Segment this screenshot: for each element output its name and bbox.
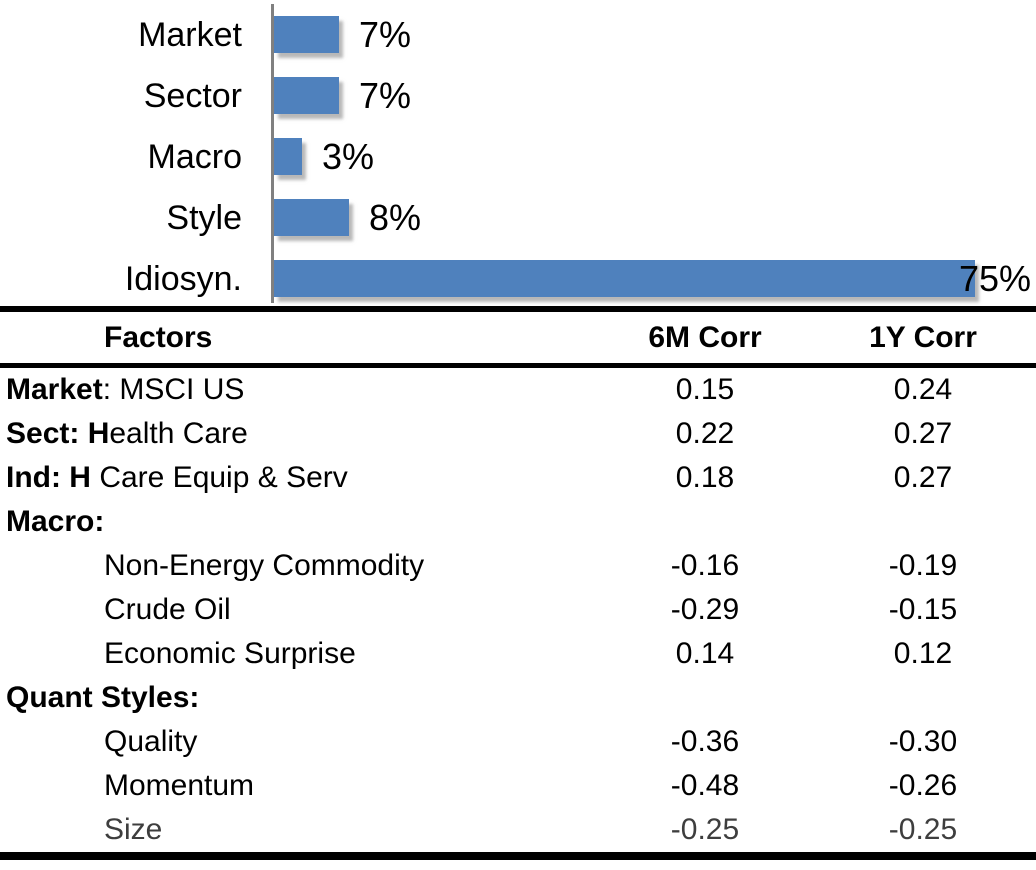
chart-bar [274, 16, 339, 53]
factor-label-regular-part: Momentum [104, 769, 255, 802]
table-header-row: Factors 6M Corr 1Y Corr [0, 312, 1036, 363]
chart-y-axis-line [271, 4, 274, 303]
chart-rows: Market 7% Sector 7% Macro 3% Style 8% Id… [0, 4, 1036, 309]
factor-label-cell: Ind: H Care Equip & Serv [0, 461, 600, 495]
corr-6m-cell: -0.29 [670, 593, 740, 626]
table-bottom-rule [0, 852, 1036, 860]
chart-value-label: 75% [959, 257, 1032, 299]
table-row: Non-Energy Commodity -0.16 -0.19 [0, 544, 1036, 588]
chart-category-label: Idiosyn. [124, 259, 242, 298]
chart-category-label: Market [138, 15, 242, 54]
chart-bar-row: Idiosyn. 75% [0, 248, 1036, 309]
corr-1y-cell: 0.27 [893, 461, 953, 494]
factor-contribution-bar-chart: Market 7% Sector 7% Macro 3% Style 8% Id… [0, 0, 1036, 306]
factor-label-bold-part: Quant Styles: [6, 681, 200, 714]
factor-label-cell: Crude Oil [0, 593, 600, 627]
factor-label-bold-part: Macro: [6, 505, 105, 538]
factor-label-bold-part: Ind: H [6, 461, 91, 494]
table-row: Economic Surprise 0.14 0.12 [0, 632, 1036, 676]
factor-label-cell: Economic Surprise [0, 637, 600, 671]
factor-label-cell: Quality [0, 725, 600, 759]
chart-category-label: Sector [143, 76, 242, 115]
factor-label-regular-part: : MSCI US [102, 373, 245, 406]
corr-6m-cell: 0.15 [675, 373, 735, 406]
chart-bar [274, 260, 975, 297]
chart-bar-row: Market 7% [0, 4, 1036, 65]
factor-label-cell: Market: MSCI US [0, 373, 600, 407]
table-row: Macro: [0, 500, 1036, 544]
corr-1y-cell: 0.12 [893, 637, 953, 670]
column-header-factors: Factors [104, 320, 213, 354]
corr-1y-cell: -0.15 [888, 593, 958, 626]
corr-1y-cell: -0.25 [888, 813, 958, 846]
factor-label-regular-part: Size [104, 813, 163, 846]
factor-label-regular-part: Quality [104, 725, 198, 758]
corr-1y-cell: -0.26 [888, 769, 958, 802]
factor-label-cell: Quant Styles: [0, 681, 600, 715]
chart-value-label: 7% [359, 13, 412, 55]
table-row: Quant Styles: [0, 676, 1036, 720]
chart-bar [274, 199, 349, 236]
chart-bar [274, 77, 339, 114]
factor-label-regular-part: ealth Care [109, 417, 248, 450]
corr-6m-cell: 0.22 [675, 417, 735, 450]
chart-bar-row: Macro 3% [0, 126, 1036, 187]
factor-label-cell: Macro: [0, 505, 600, 539]
table-row: Market: MSCI US 0.15 0.24 [0, 368, 1036, 412]
factor-label-cell: Non-Energy Commodity [0, 549, 600, 583]
chart-bar [274, 138, 302, 175]
corr-1y-cell: -0.30 [888, 725, 958, 758]
chart-bar-row: Style 8% [0, 187, 1036, 248]
table-row: Quality -0.36 -0.30 [0, 720, 1036, 764]
corr-1y-cell: 0.27 [893, 417, 953, 450]
chart-category-label: Style [166, 198, 242, 237]
corr-1y-cell: -0.19 [888, 549, 958, 582]
corr-6m-cell: -0.16 [670, 549, 740, 582]
factor-label-cell: Size [0, 813, 600, 847]
factor-label-bold-part: Sect: H [6, 417, 110, 450]
corr-6m-cell: -0.48 [670, 769, 740, 802]
factor-label-cell: Sect: Health Care [0, 417, 600, 451]
factor-label-cell: Momentum [0, 769, 600, 803]
column-header-1y-corr: 1Y Corr [869, 320, 977, 354]
column-header-6m-corr: 6M Corr [648, 320, 762, 354]
factor-label-bold-part: Market [6, 373, 103, 406]
correlation-table: Factors 6M Corr 1Y Corr Market: MSCI US … [0, 306, 1036, 860]
table-row: Crude Oil -0.29 -0.15 [0, 588, 1036, 632]
chart-value-label: 7% [359, 74, 412, 116]
corr-6m-cell: 0.18 [675, 461, 735, 494]
table-top-rule [0, 306, 1036, 312]
table-row: Ind: H Care Equip & Serv 0.18 0.27 [0, 456, 1036, 500]
factor-label-regular-part: Crude Oil [104, 593, 231, 626]
corr-6m-cell: -0.25 [670, 813, 740, 846]
corr-1y-cell: 0.24 [893, 373, 953, 406]
corr-6m-cell: -0.36 [670, 725, 740, 758]
factor-label-regular-part: Care Equip & Serv [90, 461, 348, 494]
corr-6m-cell: 0.14 [675, 637, 735, 670]
chart-bar-row: Sector 7% [0, 65, 1036, 126]
factor-label-regular-part: Non-Energy Commodity [104, 549, 425, 582]
chart-value-label: 8% [369, 196, 422, 238]
table-body: Market: MSCI US 0.15 0.24 Sect: Health C… [0, 368, 1036, 852]
table-header-rule [0, 363, 1036, 368]
factor-label-regular-part: Economic Surprise [104, 637, 356, 670]
table-row: Momentum -0.48 -0.26 [0, 764, 1036, 808]
chart-value-label: 3% [322, 135, 375, 177]
table-row: Size -0.25 -0.25 [0, 808, 1036, 852]
chart-category-label: Macro [147, 137, 242, 176]
table-row: Sect: Health Care 0.22 0.27 [0, 412, 1036, 456]
